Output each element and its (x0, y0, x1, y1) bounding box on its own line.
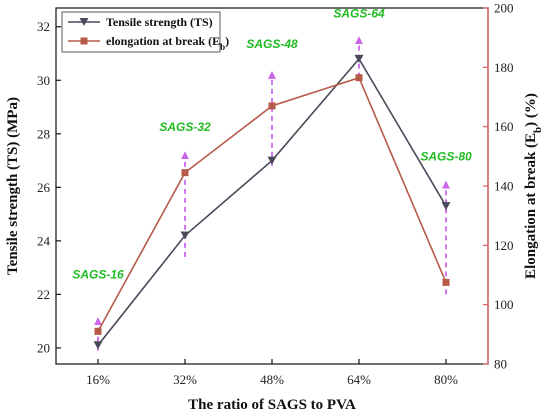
right-y-tick-label: 200 (494, 1, 514, 16)
data-point-elongation (355, 74, 363, 82)
right-y-tick-label: 100 (494, 297, 514, 312)
right-y-tick-label: 180 (494, 60, 514, 75)
annotation-label: SAGS-80 (420, 150, 472, 164)
legend-eb-label-sub: b (220, 42, 225, 52)
data-point-elongation (181, 169, 189, 177)
left-y-tick-label: 32 (37, 19, 50, 34)
x-axis-title: The ratio of SAGS to PVA (188, 397, 356, 413)
right-y-tick-label: 80 (494, 357, 507, 372)
right-y-axis-title-end: ) (%) (523, 93, 539, 127)
legend-eb-label-end: ) (225, 34, 229, 48)
x-tick-label: 80% (434, 372, 458, 387)
annotations: SAGS-16 SAGS-32 SAGS-48 SAGS-64 SAGS-80 (72, 6, 472, 351)
right-y-axis: 80 100 120 140 160 180 200 (483, 1, 514, 372)
left-y-tick-label: 28 (37, 126, 50, 141)
left-y-tick-label: 20 (37, 340, 50, 355)
left-y-tick-label: 26 (37, 180, 51, 195)
data-point-tensile (354, 54, 364, 63)
right-y-tick-label: 120 (494, 238, 514, 253)
legend-box (61, 11, 221, 53)
left-y-tick-label: 22 (37, 287, 50, 302)
legend-eb-label: elongation at break (Eb) (106, 34, 229, 52)
series-layer (93, 54, 451, 350)
left-y-tick-label: 30 (37, 73, 50, 88)
data-point-tensile (441, 202, 451, 211)
legend-ts-label: Tensile strength (TS) (106, 15, 213, 29)
left-y-axis-title-main: Tensile strength (TS) (MPa) (5, 97, 21, 275)
left-y-tick-label: 24 (37, 233, 51, 248)
x-tick-label: 48% (260, 372, 284, 387)
right-y-axis-title-main: Elongation at break (E (523, 133, 539, 279)
annotation-label: SAGS-64 (333, 6, 385, 20)
data-point-tensile (93, 341, 103, 350)
data-point-elongation (268, 102, 276, 110)
data-point-elongation (94, 327, 102, 335)
data-point-tensile (180, 231, 190, 240)
right-y-tick-label: 160 (494, 119, 514, 134)
right-y-axis-title-sub: b (532, 127, 544, 133)
data-point-tensile (267, 156, 277, 165)
right-y-axis-title: Elongation at break (Eb) (%) (523, 93, 544, 279)
annotation-label: SAGS-16 (72, 267, 124, 281)
legend-eb-marker (80, 37, 88, 45)
x-tick-label: 64% (347, 372, 371, 387)
legend-eb-label-main: elongation at break (E (106, 34, 220, 48)
series-line-2 (97, 76, 447, 332)
right-y-tick-label: 140 (494, 179, 514, 194)
x-tick-label: 32% (173, 372, 197, 387)
plot-frame (55, 7, 489, 365)
annotation-label: SAGS-48 (246, 37, 298, 51)
legend-ts-label-main: Tensile strength (TS) (106, 15, 213, 29)
data-point-elongation (442, 278, 450, 286)
legend: Tensile strength (TS) elongation at brea… (61, 11, 229, 53)
left-y-axis-title: Tensile strength (TS) (MPa) (5, 97, 21, 275)
x-axis: 16% 32% 48% 64% 80% (86, 359, 458, 387)
annotation-label: SAGS-32 (159, 120, 211, 134)
legend-ts-marker (79, 18, 89, 26)
x-tick-label: 16% (86, 372, 110, 387)
left-y-axis: 20 22 24 26 28 30 32 (37, 19, 61, 355)
